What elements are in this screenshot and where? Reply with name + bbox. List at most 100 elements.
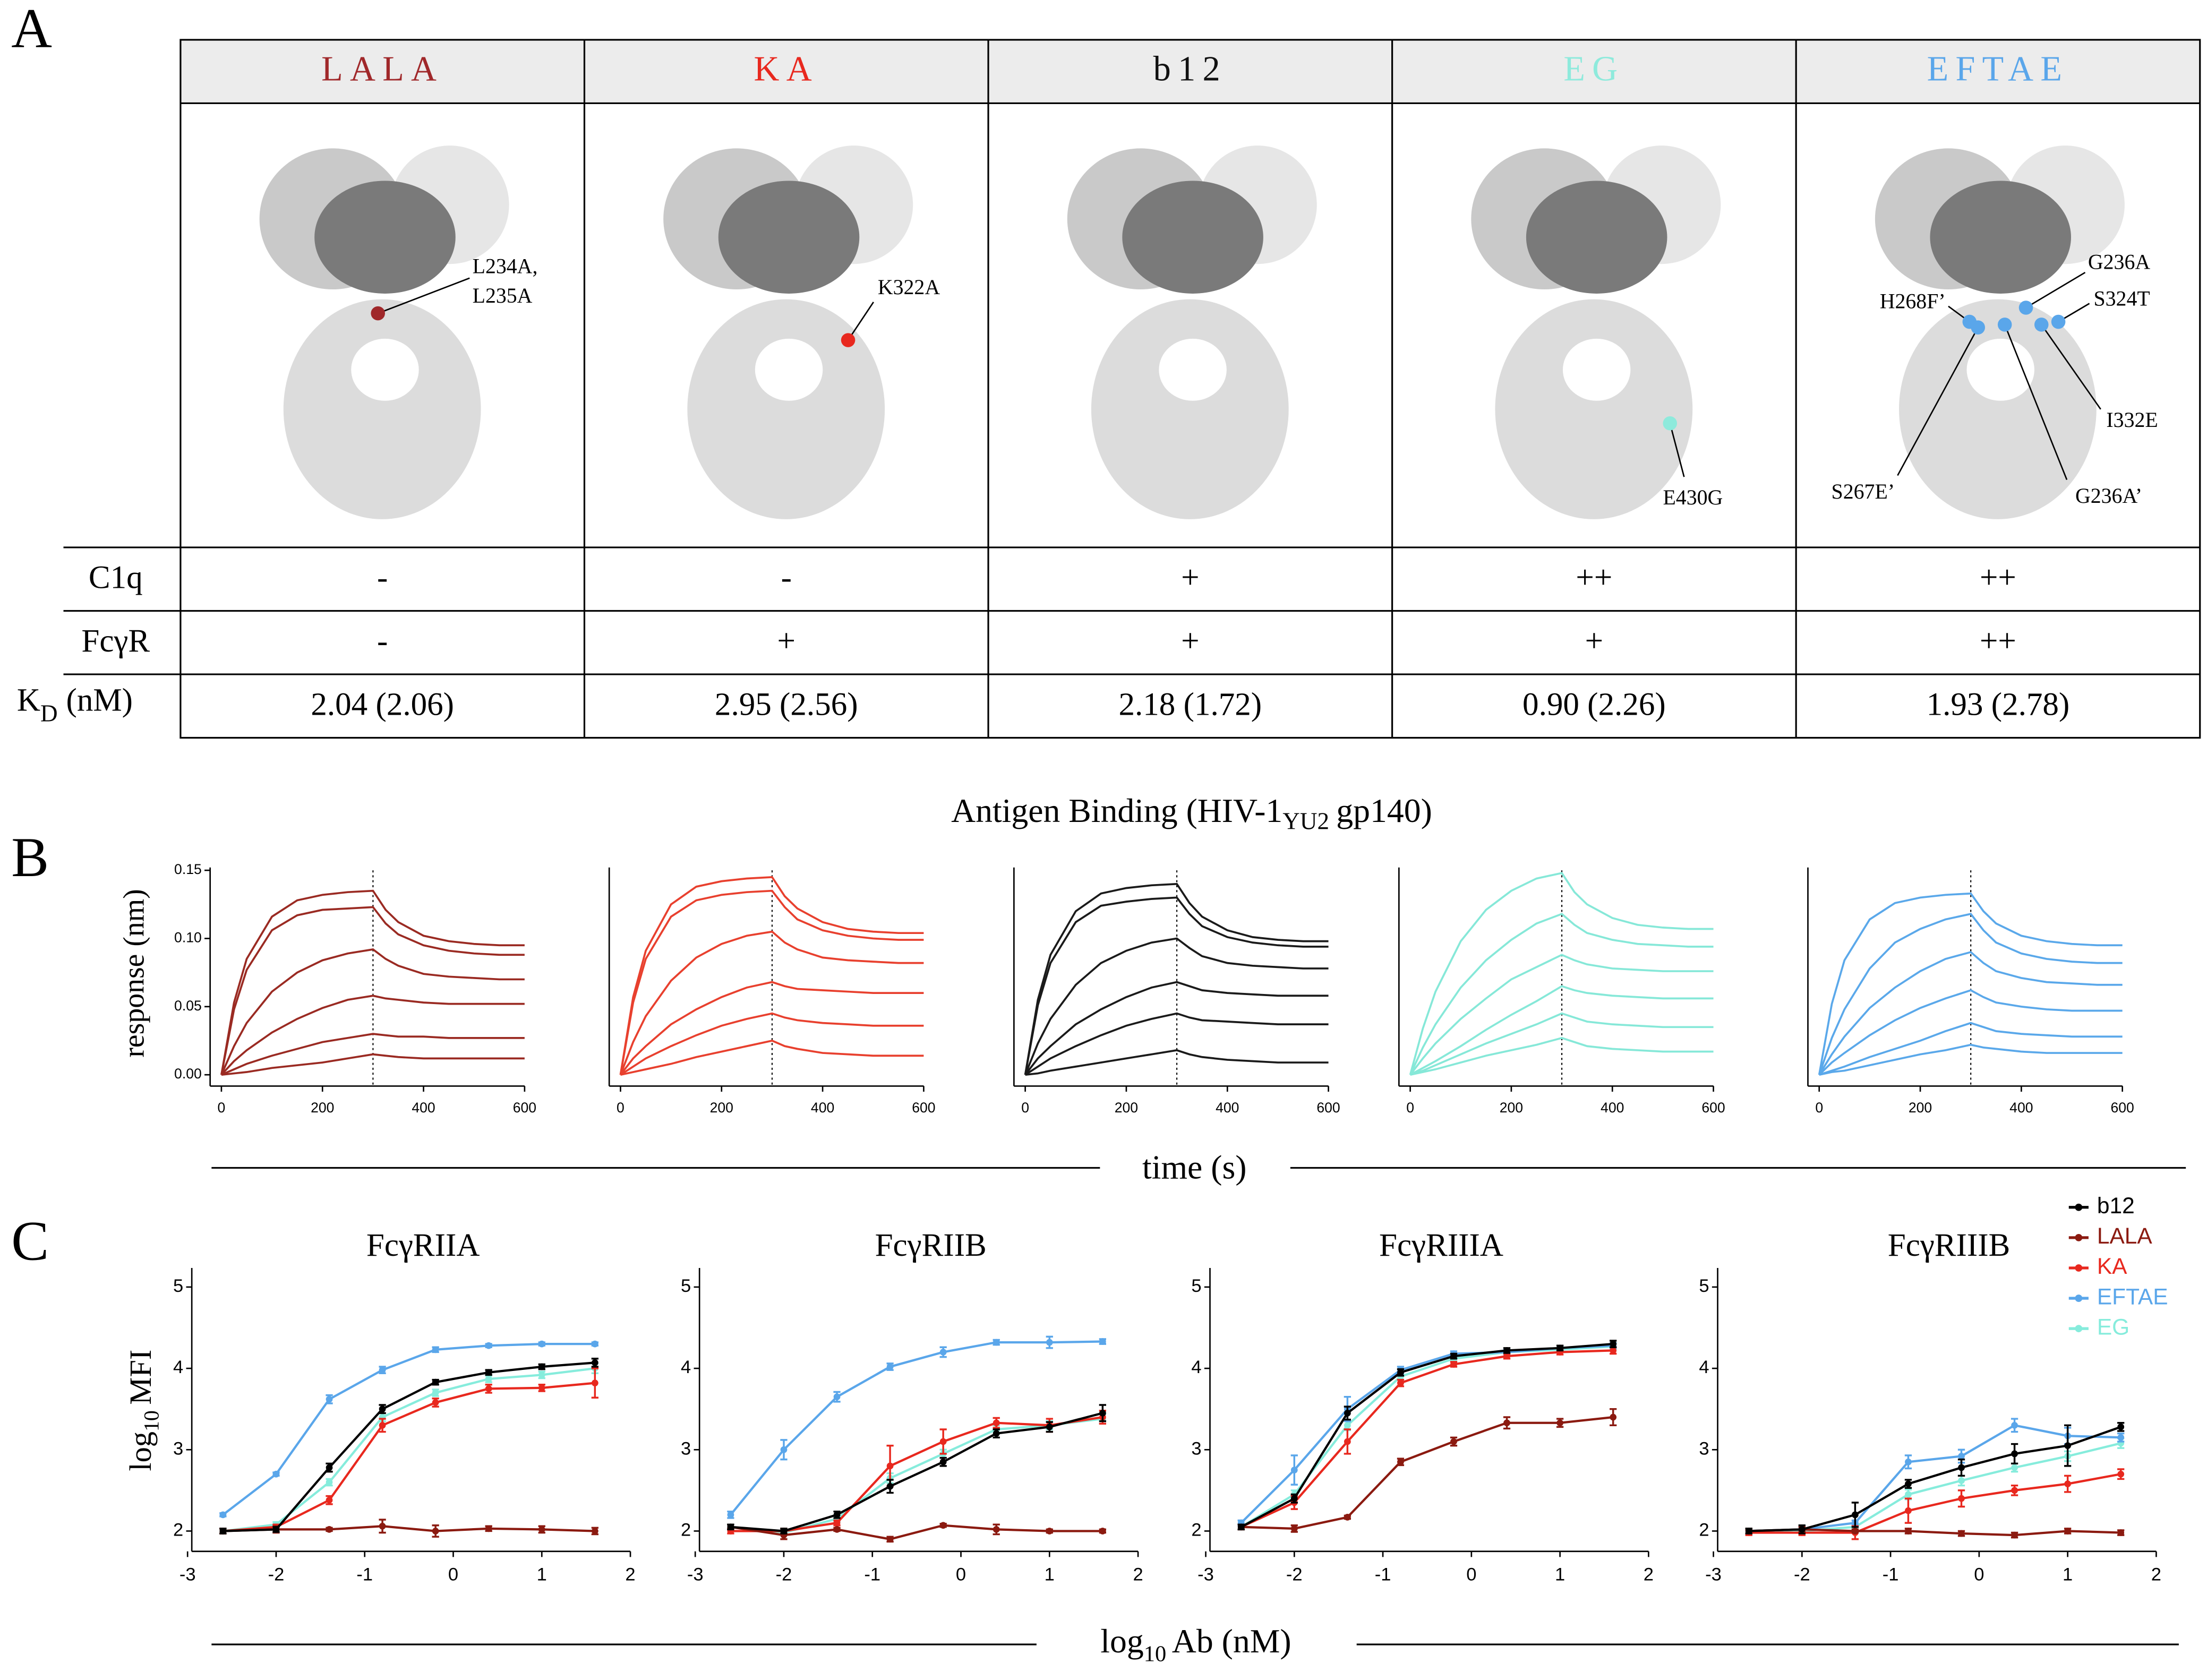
legend-swatch (2075, 1325, 2083, 1333)
data-line (1749, 1424, 2121, 1532)
data-point (939, 1458, 947, 1465)
data-point (1556, 1419, 1563, 1427)
data-point (2011, 1464, 2018, 1471)
x-tick-label: 400 (811, 1100, 834, 1116)
data-point (2011, 1531, 2018, 1539)
data-point (1745, 1528, 1752, 1535)
table-border (179, 39, 2201, 739)
x-tick-label: -3 (1705, 1565, 1722, 1585)
data-point (1290, 1495, 1298, 1502)
mutation-label: S267E’ (1832, 480, 1895, 503)
chart: -3 -2 -1 0 1 2 2 3 4 5 FcγRIIB (681, 1228, 1143, 1585)
x-tick-label: 200 (311, 1100, 334, 1116)
y-tick-label: 0.05 (174, 998, 202, 1014)
leader-line (2004, 324, 2068, 480)
label-text: log (123, 1432, 158, 1471)
x-tick-label: -3 (179, 1565, 196, 1585)
legend-label: LALA (2097, 1224, 2153, 1249)
data-line (221, 1053, 525, 1076)
data-line (1749, 1528, 2121, 1537)
row-label: KD (nM) (17, 682, 133, 726)
mutation-label: L235A (473, 284, 533, 307)
data-line (1241, 1343, 1613, 1528)
legend-label: EG (2097, 1315, 2129, 1340)
x-tick-label: 1 (537, 1565, 547, 1585)
data-point (379, 1366, 386, 1374)
panel-label: B (11, 826, 49, 888)
data-point (1958, 1530, 1965, 1537)
data-point (1344, 1421, 1351, 1429)
data-line (223, 1367, 595, 1532)
x-tick-label: 2 (1644, 1565, 1654, 1585)
table-cell: 2.18 (1.72) (1118, 687, 1262, 722)
y-axis-label: log10 MFI (123, 1350, 163, 1471)
label-text: (nM) (66, 682, 133, 718)
data-point (1958, 1477, 1965, 1484)
x-tick-label: 1 (1045, 1565, 1055, 1585)
data-point (326, 1526, 333, 1533)
data-point (1852, 1511, 1859, 1519)
table-cell: 0.90 (2.26) (1522, 687, 1666, 722)
y-tick-label: 3 (1699, 1438, 1709, 1459)
data-line (220, 995, 525, 1076)
table-cell: 1.93 (2.78) (1927, 687, 2070, 722)
x-tick-label: -2 (776, 1565, 792, 1585)
x-tick-label: 200 (1909, 1100, 1932, 1116)
header-row (180, 39, 2200, 104)
data-point (1290, 1525, 1298, 1532)
protein-structure (1471, 145, 1721, 519)
data-line (730, 1417, 1103, 1534)
data-point (727, 1523, 734, 1531)
data-point (485, 1342, 492, 1349)
chart: -3 -2 -1 0 1 2 2 3 4 5 FcγRIIIB b12 LALA KA EFTAE EG (1699, 1194, 2168, 1585)
data-point (591, 1379, 598, 1387)
data-line (220, 948, 525, 1075)
data-line (1024, 882, 1329, 1075)
data-line (220, 889, 525, 1075)
data-point (1397, 1379, 1404, 1387)
data-point (2064, 1528, 2072, 1535)
data-line (221, 1033, 525, 1076)
data-point (2011, 1421, 2018, 1429)
data-point (2117, 1434, 2125, 1441)
x-tick-label: 600 (1316, 1100, 1340, 1116)
column-header: KA (754, 49, 819, 88)
data-line (1749, 1426, 2122, 1532)
x-tick-label: 0 (617, 1100, 625, 1116)
data-point (1610, 1340, 1617, 1348)
table-cell: - (377, 623, 388, 659)
data-line (620, 1012, 924, 1076)
fab-dark (1122, 181, 1263, 294)
data-line (1241, 1349, 1613, 1528)
data-point (1099, 1409, 1106, 1417)
data-line (1818, 989, 2123, 1076)
chart-title: FcγRIIIA (1379, 1228, 1503, 1263)
y-tick-label: 4 (1191, 1357, 1201, 1377)
y-tick-label: 4 (1699, 1357, 1709, 1377)
x-tick-label: 400 (1601, 1100, 1624, 1116)
fab-dark (718, 181, 860, 294)
data-line (1024, 1012, 1329, 1076)
data-point (1610, 1347, 1617, 1354)
data-point (1905, 1528, 1912, 1535)
y-tick-label: 4 (681, 1357, 691, 1377)
data-point (886, 1363, 894, 1370)
y-tick-label: 3 (681, 1438, 691, 1459)
data-point (1237, 1523, 1245, 1531)
data-point (326, 1464, 333, 1471)
x-tick-label: 400 (2009, 1100, 2033, 1116)
x-tick-label: 600 (1701, 1100, 1725, 1116)
data-point (538, 1340, 545, 1348)
data-point (993, 1526, 1000, 1533)
x-tick-label: 400 (412, 1100, 435, 1116)
chart: 0 200 400 600 (1013, 867, 1340, 1116)
label-subscript: 10 (140, 1410, 164, 1432)
data-line (1410, 1036, 1714, 1076)
data-line (1241, 1416, 1613, 1530)
data-point (993, 1339, 1000, 1346)
data-point (780, 1528, 788, 1535)
x-tick-label: 0 (1021, 1100, 1029, 1116)
panel-label: C (11, 1210, 49, 1272)
data-point (1905, 1458, 1912, 1465)
fc-ring (1091, 299, 1289, 519)
